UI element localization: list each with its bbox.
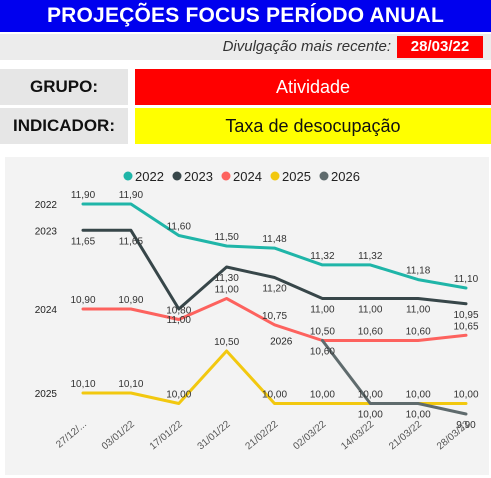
x-tick-label-4: 21/02/22 bbox=[244, 419, 281, 453]
page-title: PROJEÇÕES FOCUS PERÍODO ANUAL bbox=[0, 0, 491, 32]
data-label-2022-6: 11,32 bbox=[358, 251, 383, 262]
release-label: Divulgação mais recente: bbox=[222, 38, 391, 55]
x-tick-label-7: 21/03/22 bbox=[387, 419, 424, 453]
data-label-2025-7: 10,00 bbox=[406, 390, 431, 401]
data-label-2024-7: 10,60 bbox=[406, 327, 431, 338]
data-label-2025-3: 10,50 bbox=[214, 337, 239, 348]
series-line-2022 bbox=[81, 202, 468, 290]
indicator-selector[interactable]: Taxa de desocupação bbox=[135, 108, 491, 144]
indicator-label: INDICADOR: bbox=[0, 108, 128, 144]
line-chart: 2022 2023 2024 2025 2026 2022 2023 2024 2025 2026… bbox=[35, 169, 479, 453]
x-tick-label-6: 14/03/22 bbox=[339, 419, 376, 453]
data-label-2026-6: 10,00 bbox=[358, 410, 383, 421]
legend-marker-2025 bbox=[270, 171, 280, 181]
data-label-2024-1: 10,90 bbox=[118, 295, 143, 306]
data-label-2022-0: 11,90 bbox=[71, 190, 96, 201]
x-tick-label-0: 27/12/... bbox=[54, 419, 89, 451]
data-label-2025-2: 10,00 bbox=[166, 390, 191, 401]
series-line-2026 bbox=[320, 339, 468, 416]
data-label-2025-8: 10,00 bbox=[453, 390, 478, 401]
x-tick-label-1: 03/01/22 bbox=[100, 419, 137, 453]
legend-marker-2024 bbox=[221, 171, 231, 181]
data-label-2024-8: 10,65 bbox=[453, 321, 478, 332]
data-label-2024-6: 10,60 bbox=[358, 327, 383, 338]
data-label-2023-0: 11,65 bbox=[71, 236, 96, 247]
data-label-2022-4: 11,48 bbox=[262, 234, 287, 245]
data-label-2024-0: 10,90 bbox=[70, 295, 95, 306]
data-label-2023-2: 11,00 bbox=[167, 315, 192, 326]
data-label-2023-7: 11,00 bbox=[406, 305, 431, 316]
data-label-2022-5: 11,32 bbox=[310, 251, 335, 262]
legend-label-2024: 2024 bbox=[233, 169, 262, 184]
series-start-label-2022: 2022 bbox=[35, 200, 58, 211]
data-label-2025-4: 10,00 bbox=[262, 390, 287, 401]
x-tick-label-5: 02/03/22 bbox=[291, 419, 328, 453]
series-start-label-2025: 2025 bbox=[35, 389, 58, 400]
data-label-2023-1: 11,65 bbox=[119, 236, 144, 247]
legend-marker-2026 bbox=[319, 171, 329, 181]
legend-label-2023: 2023 bbox=[184, 169, 213, 184]
data-label-2025-1: 10,10 bbox=[118, 379, 143, 390]
release-row: Divulgação mais recente: 28/03/22 bbox=[0, 34, 491, 60]
data-label-2025-0: 10,10 bbox=[70, 379, 95, 390]
data-label-2026-8: 9,90 bbox=[456, 420, 476, 431]
data-label-2024-2: 10,80 bbox=[166, 306, 191, 317]
x-tick-label-3: 31/01/22 bbox=[196, 419, 233, 453]
chart-panel: 2022 2023 2024 2025 2026 2022 2023 2024 2025 2026… bbox=[5, 157, 489, 475]
release-date-badge: 28/03/22 bbox=[397, 36, 483, 58]
data-label-2025-6: 10,00 bbox=[358, 390, 383, 401]
series-start-label-2023: 2023 bbox=[35, 226, 58, 237]
legend-label-2026: 2026 bbox=[331, 169, 360, 184]
data-label-2022-3: 11,50 bbox=[214, 232, 239, 243]
data-label-2022-1: 11,90 bbox=[119, 190, 144, 201]
series-start-label-2026: 2026 bbox=[270, 337, 293, 348]
data-label-2022-8: 11,10 bbox=[454, 274, 479, 285]
series-start-label-2024: 2024 bbox=[35, 305, 58, 316]
data-label-2026-7: 10,00 bbox=[406, 410, 431, 421]
data-label-2024-4: 10,75 bbox=[262, 311, 287, 322]
data-label-2023-6: 11,00 bbox=[358, 305, 383, 316]
data-label-2024-3: 11,00 bbox=[214, 285, 239, 296]
data-label-2025-5: 10,00 bbox=[310, 390, 335, 401]
legend-label-2022: 2022 bbox=[135, 169, 164, 184]
legend-marker-2022 bbox=[123, 171, 133, 181]
group-selector[interactable]: Atividade bbox=[135, 69, 491, 105]
data-label-2022-7: 11,18 bbox=[406, 266, 431, 277]
data-label-2023-8: 10,95 bbox=[453, 310, 478, 321]
legend-marker-2023 bbox=[172, 171, 182, 181]
data-label-2026-5: 10,60 bbox=[310, 347, 335, 358]
data-label-2023-4: 11,20 bbox=[262, 284, 287, 295]
data-label-2022-2: 11,60 bbox=[167, 222, 192, 233]
data-label-2023-3: 11,30 bbox=[214, 273, 239, 284]
group-label: GRUPO: bbox=[0, 69, 128, 105]
legend-label-2025: 2025 bbox=[282, 169, 311, 184]
data-label-2024-5: 10,50 bbox=[310, 327, 335, 338]
series-line-2024 bbox=[81, 297, 468, 342]
series-line-2023 bbox=[81, 228, 468, 311]
x-tick-label-2: 17/01/22 bbox=[148, 419, 185, 453]
x-tick-label-8: 28/03/22 bbox=[435, 419, 472, 453]
data-label-2023-5: 11,00 bbox=[310, 305, 335, 316]
